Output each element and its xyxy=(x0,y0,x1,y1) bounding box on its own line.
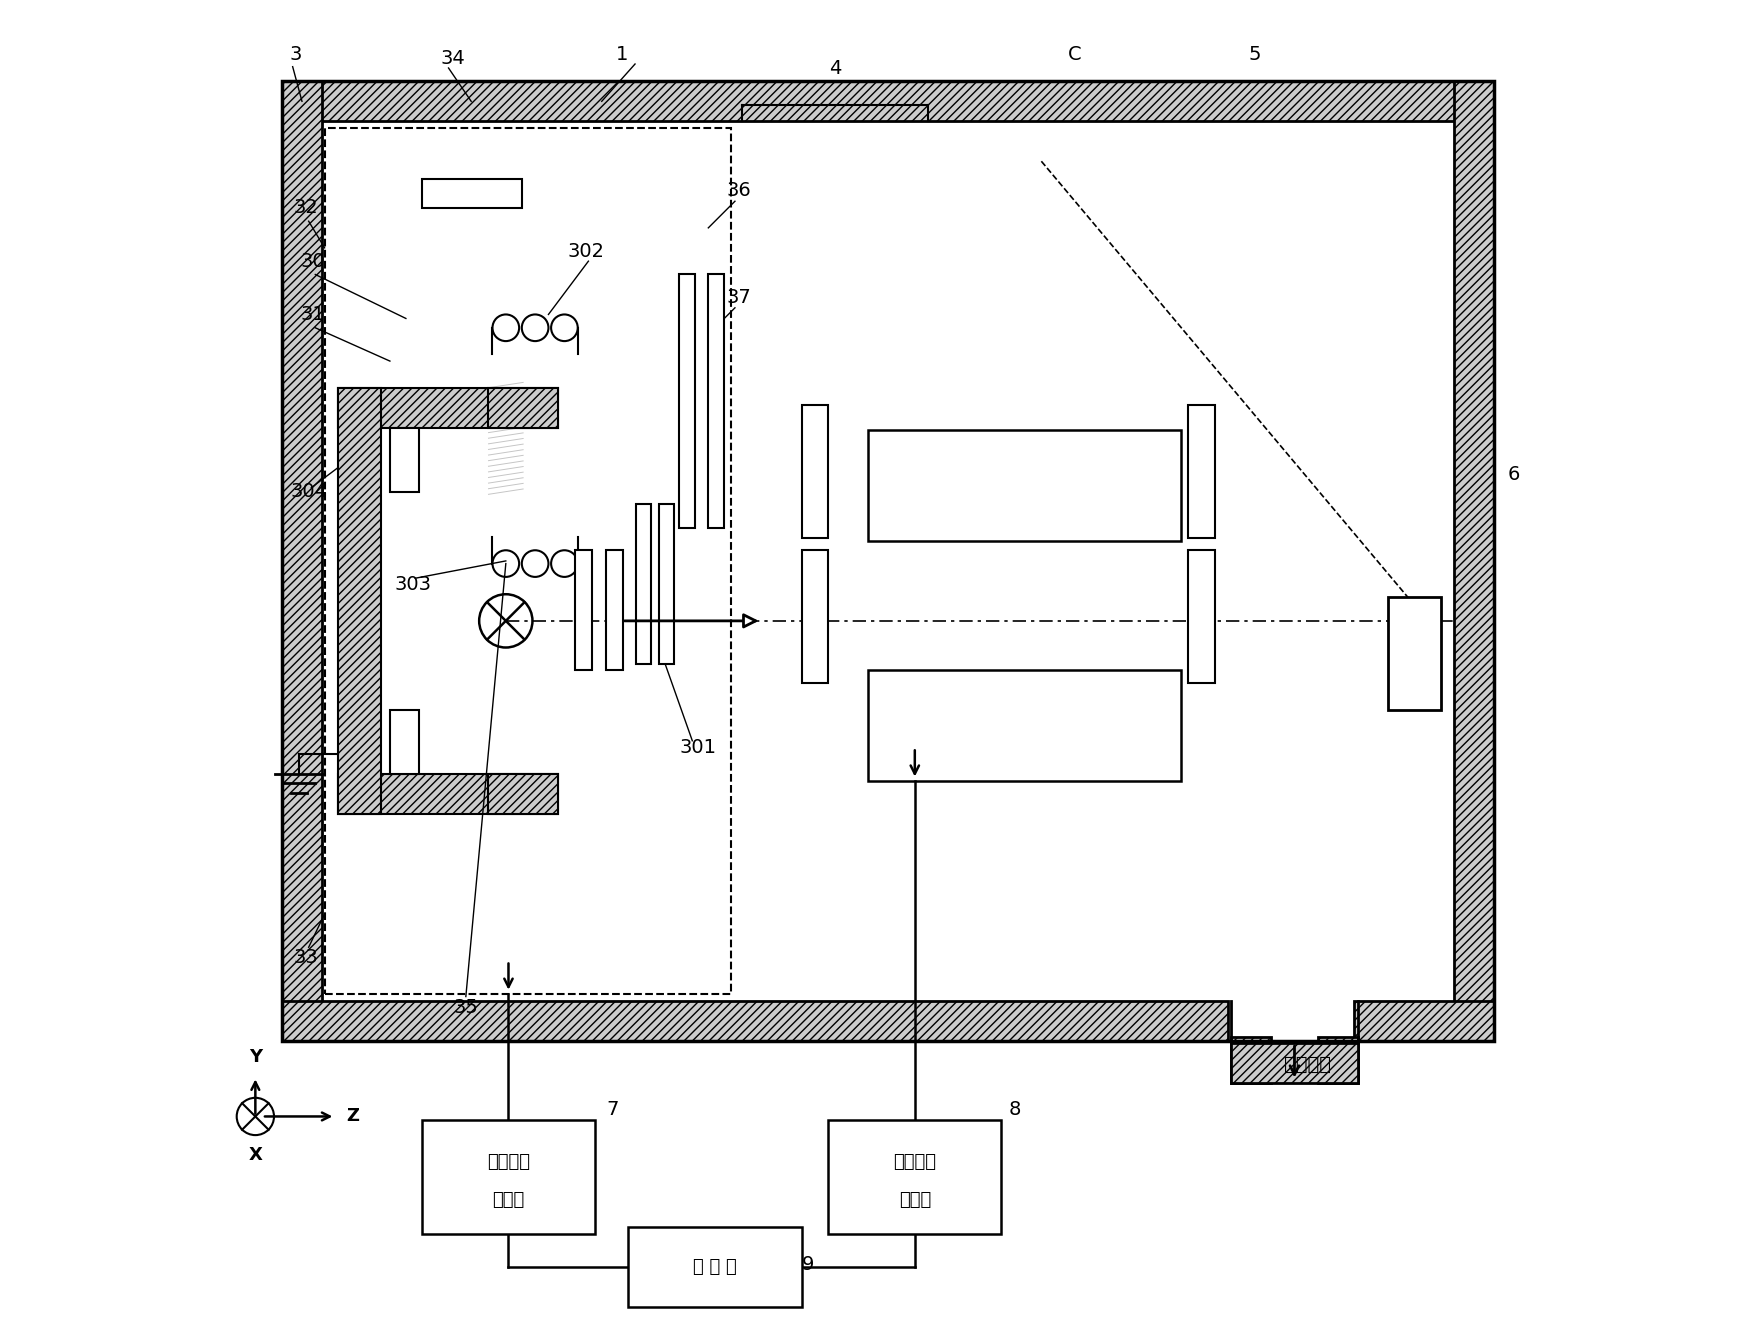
Bar xyxy=(1354,1000,1495,1040)
Text: Z: Z xyxy=(346,1108,360,1125)
Bar xyxy=(867,430,1181,541)
Text: C: C xyxy=(1068,45,1081,64)
Bar xyxy=(659,503,673,663)
Text: 35: 35 xyxy=(453,997,478,1017)
Bar xyxy=(282,81,1495,1040)
Text: 303: 303 xyxy=(395,575,432,594)
Text: 控 制 部: 控 制 部 xyxy=(693,1258,737,1276)
Bar xyxy=(488,774,557,814)
Bar xyxy=(390,427,420,491)
Text: 32: 32 xyxy=(294,199,319,218)
Bar xyxy=(282,1000,1227,1040)
Text: 6: 6 xyxy=(1507,465,1520,483)
Bar xyxy=(488,387,557,427)
Text: 真空排气: 真空排气 xyxy=(1283,1055,1331,1073)
Text: 产生部: 产生部 xyxy=(899,1191,931,1208)
Text: 36: 36 xyxy=(726,182,751,200)
Text: 4: 4 xyxy=(829,59,841,77)
Text: 1: 1 xyxy=(615,45,628,64)
Bar xyxy=(709,275,725,527)
Text: 34: 34 xyxy=(441,49,465,68)
Bar xyxy=(338,774,557,814)
Text: 偶转电唸: 偶转电唸 xyxy=(487,1153,531,1171)
Text: 8: 8 xyxy=(1008,1100,1021,1119)
Bar xyxy=(323,121,1454,1000)
Bar xyxy=(1188,405,1215,538)
Text: 30: 30 xyxy=(300,252,324,271)
Text: 37: 37 xyxy=(726,287,751,307)
Bar xyxy=(324,128,732,993)
Text: 302: 302 xyxy=(568,243,605,262)
Bar xyxy=(1231,1043,1359,1083)
Bar xyxy=(1319,1036,1359,1083)
Bar xyxy=(421,1120,596,1234)
Bar xyxy=(338,387,557,427)
Bar xyxy=(390,710,420,774)
Bar xyxy=(628,1227,802,1307)
Bar xyxy=(282,81,1495,121)
Bar xyxy=(1231,1036,1271,1083)
Bar xyxy=(575,550,592,670)
Bar xyxy=(867,670,1181,781)
Text: X: X xyxy=(249,1145,263,1164)
Text: 7: 7 xyxy=(606,1100,619,1119)
Text: 304: 304 xyxy=(291,482,328,501)
Text: 产生部: 产生部 xyxy=(492,1191,525,1208)
Text: 四极电压: 四极电压 xyxy=(894,1153,936,1171)
Bar xyxy=(1387,597,1440,710)
Text: Y: Y xyxy=(249,1048,263,1065)
Bar xyxy=(636,503,651,663)
Text: 3: 3 xyxy=(289,45,301,64)
Bar xyxy=(679,275,695,527)
Text: 33: 33 xyxy=(294,948,319,968)
Bar xyxy=(1454,81,1495,1040)
Text: 301: 301 xyxy=(679,738,716,757)
Bar xyxy=(338,387,381,814)
Bar xyxy=(1188,550,1215,684)
Text: 9: 9 xyxy=(802,1255,815,1274)
Text: 31: 31 xyxy=(300,304,324,324)
Bar xyxy=(606,550,622,670)
Bar xyxy=(282,81,323,1040)
Text: 5: 5 xyxy=(1248,45,1261,64)
Bar xyxy=(421,179,522,208)
Bar xyxy=(802,550,829,684)
Bar xyxy=(829,1120,1001,1234)
Bar xyxy=(802,405,829,538)
